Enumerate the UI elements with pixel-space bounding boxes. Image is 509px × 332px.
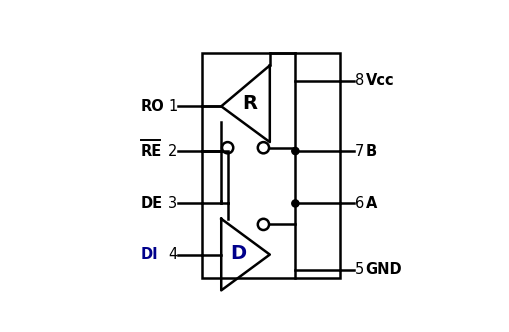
Text: GND: GND bbox=[365, 262, 402, 278]
Text: 8: 8 bbox=[355, 73, 364, 88]
Text: Vcc: Vcc bbox=[365, 73, 394, 88]
Circle shape bbox=[292, 147, 299, 155]
Text: 1: 1 bbox=[168, 99, 177, 114]
Text: RO: RO bbox=[140, 99, 164, 114]
Text: DI: DI bbox=[140, 247, 158, 262]
Text: 5: 5 bbox=[355, 262, 364, 278]
Bar bbox=[202, 52, 340, 278]
Text: B: B bbox=[365, 143, 377, 159]
Text: 2: 2 bbox=[168, 143, 177, 159]
Text: D: D bbox=[230, 244, 246, 263]
Text: RE: RE bbox=[140, 143, 162, 159]
Text: 6: 6 bbox=[355, 196, 364, 211]
Circle shape bbox=[292, 200, 299, 207]
Text: 4: 4 bbox=[168, 247, 177, 262]
Text: R: R bbox=[242, 94, 257, 113]
Text: 3: 3 bbox=[168, 196, 177, 211]
Text: A: A bbox=[365, 196, 377, 211]
Text: 7: 7 bbox=[355, 143, 364, 159]
Text: DE: DE bbox=[140, 196, 163, 211]
